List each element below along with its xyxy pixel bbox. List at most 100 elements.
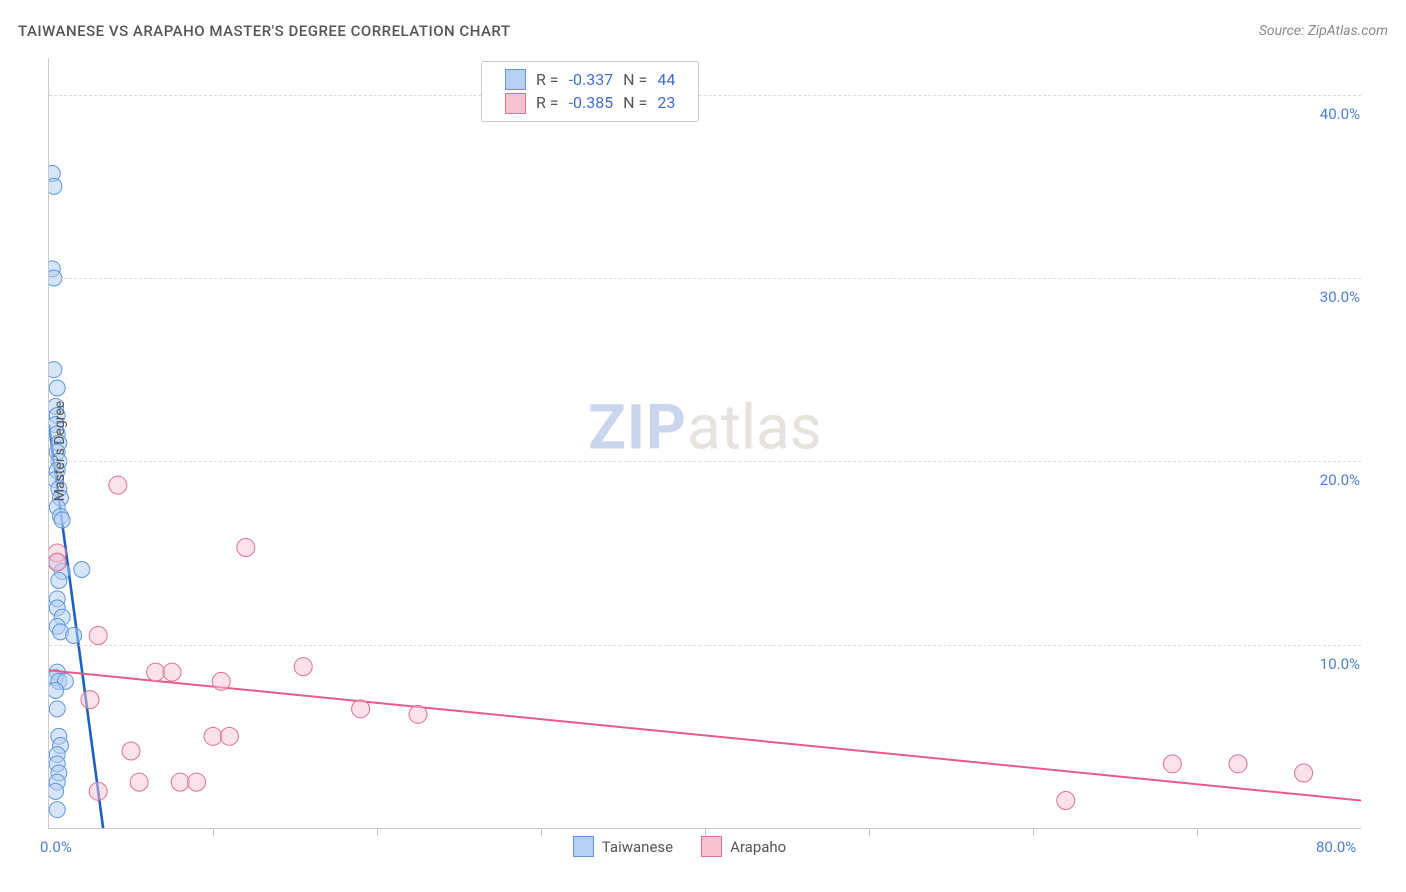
data-point bbox=[1295, 764, 1313, 782]
data-point bbox=[163, 663, 181, 681]
trend-line bbox=[49, 670, 1361, 800]
data-point bbox=[49, 178, 62, 194]
gridline bbox=[49, 645, 1361, 646]
data-point bbox=[204, 727, 222, 745]
data-point bbox=[49, 553, 66, 571]
legend-stats-row: R =-0.337N =44 bbox=[500, 68, 680, 91]
data-point bbox=[51, 573, 67, 589]
x-axis-max-label: 80.0% bbox=[1316, 838, 1356, 856]
data-point bbox=[54, 512, 70, 528]
data-point bbox=[52, 738, 68, 754]
data-point bbox=[49, 591, 65, 607]
data-point bbox=[1057, 792, 1075, 810]
n-value: 44 bbox=[652, 68, 680, 91]
data-point bbox=[49, 554, 65, 570]
data-point bbox=[89, 627, 107, 645]
data-point bbox=[89, 782, 107, 800]
data-point bbox=[49, 664, 65, 680]
data-point bbox=[66, 628, 82, 644]
data-point bbox=[49, 600, 65, 616]
legend-series: Taiwanese Arapaho bbox=[573, 836, 786, 857]
watermark-zip: ZIP bbox=[588, 391, 687, 464]
r-value: -0.385 bbox=[564, 91, 619, 114]
data-point bbox=[49, 362, 62, 378]
data-point bbox=[52, 508, 68, 524]
data-point bbox=[109, 476, 127, 494]
legend-item-label: Taiwanese bbox=[602, 838, 673, 856]
x-tick bbox=[213, 828, 214, 836]
legend-marker-icon bbox=[505, 69, 526, 90]
data-point bbox=[409, 705, 427, 723]
x-axis-min-label: 0.0% bbox=[40, 838, 72, 856]
n-value: 23 bbox=[652, 91, 680, 114]
x-tick bbox=[869, 828, 870, 836]
data-point bbox=[49, 544, 66, 562]
data-point bbox=[49, 261, 60, 277]
legend-marker-icon bbox=[505, 93, 526, 114]
x-tick bbox=[541, 828, 542, 836]
data-point bbox=[49, 783, 64, 799]
data-point bbox=[51, 673, 67, 689]
data-point bbox=[49, 756, 65, 772]
y-tick-label: 30.0% bbox=[1300, 288, 1360, 306]
gridline bbox=[49, 461, 1361, 462]
x-tick bbox=[1197, 828, 1198, 836]
chart-title: TAIWANESE VS ARAPAHO MASTER'S DEGREE COR… bbox=[18, 22, 511, 40]
legend-item-label: Arapaho bbox=[730, 838, 786, 856]
data-point bbox=[74, 562, 90, 578]
watermark: ZIPatlas bbox=[588, 391, 822, 464]
x-tick bbox=[377, 828, 378, 836]
legend-stats: R =-0.337N =44R =-0.385N =23 bbox=[481, 61, 699, 122]
data-point bbox=[51, 765, 67, 781]
data-point bbox=[49, 499, 65, 515]
data-point bbox=[49, 380, 65, 396]
data-point bbox=[51, 728, 67, 744]
data-point bbox=[81, 691, 99, 709]
r-label: R = bbox=[531, 91, 564, 114]
data-point bbox=[49, 166, 60, 182]
n-label: N = bbox=[618, 91, 652, 114]
data-point bbox=[49, 701, 65, 717]
gridline bbox=[49, 95, 1361, 96]
data-point bbox=[122, 742, 140, 760]
r-value: -0.337 bbox=[564, 68, 619, 91]
y-axis-label: Master's Degree bbox=[52, 401, 68, 501]
gridline bbox=[49, 278, 1361, 279]
data-point bbox=[49, 774, 65, 790]
y-tick-label: 10.0% bbox=[1300, 655, 1360, 673]
plot-area: ZIPatlas bbox=[48, 58, 1361, 829]
data-point bbox=[57, 673, 73, 689]
y-tick-label: 40.0% bbox=[1300, 105, 1360, 123]
data-point bbox=[52, 624, 68, 640]
data-point bbox=[49, 618, 65, 634]
data-point bbox=[220, 727, 238, 745]
x-tick bbox=[1033, 828, 1034, 836]
data-point bbox=[294, 658, 312, 676]
data-point bbox=[54, 563, 70, 579]
watermark-atlas: atlas bbox=[687, 391, 822, 464]
header: TAIWANESE VS ARAPAHO MASTER'S DEGREE COR… bbox=[18, 22, 1388, 40]
data-point bbox=[147, 663, 165, 681]
x-tick bbox=[705, 828, 706, 836]
data-point bbox=[171, 773, 189, 791]
data-point bbox=[1229, 755, 1247, 773]
legend-marker-icon bbox=[573, 836, 594, 857]
n-label: N = bbox=[618, 68, 652, 91]
data-point bbox=[352, 700, 370, 718]
legend-item: Arapaho bbox=[701, 836, 786, 857]
data-point bbox=[49, 747, 65, 763]
chart-svg bbox=[49, 58, 1361, 828]
data-point bbox=[130, 773, 148, 791]
legend-stats-row: R =-0.385N =23 bbox=[500, 91, 680, 114]
data-point bbox=[237, 539, 255, 557]
source-label: Source: ZipAtlas.com bbox=[1259, 23, 1388, 39]
data-point bbox=[49, 670, 64, 686]
data-point bbox=[49, 802, 65, 818]
legend-item: Taiwanese bbox=[573, 836, 673, 857]
data-point bbox=[49, 683, 64, 699]
r-label: R = bbox=[531, 68, 564, 91]
data-point bbox=[188, 773, 206, 791]
data-point bbox=[54, 609, 70, 625]
y-tick-label: 20.0% bbox=[1300, 471, 1360, 489]
data-point bbox=[212, 672, 230, 690]
